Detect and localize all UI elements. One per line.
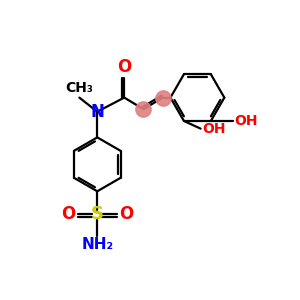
Text: OH: OH bbox=[234, 114, 257, 128]
Text: O: O bbox=[117, 58, 131, 76]
Text: S: S bbox=[91, 206, 104, 224]
Text: O: O bbox=[120, 206, 134, 224]
Text: OH: OH bbox=[202, 122, 225, 136]
Text: NH₂: NH₂ bbox=[81, 238, 113, 253]
Text: N: N bbox=[90, 103, 104, 121]
Text: O: O bbox=[61, 206, 75, 224]
Text: CH₃: CH₃ bbox=[65, 81, 93, 95]
